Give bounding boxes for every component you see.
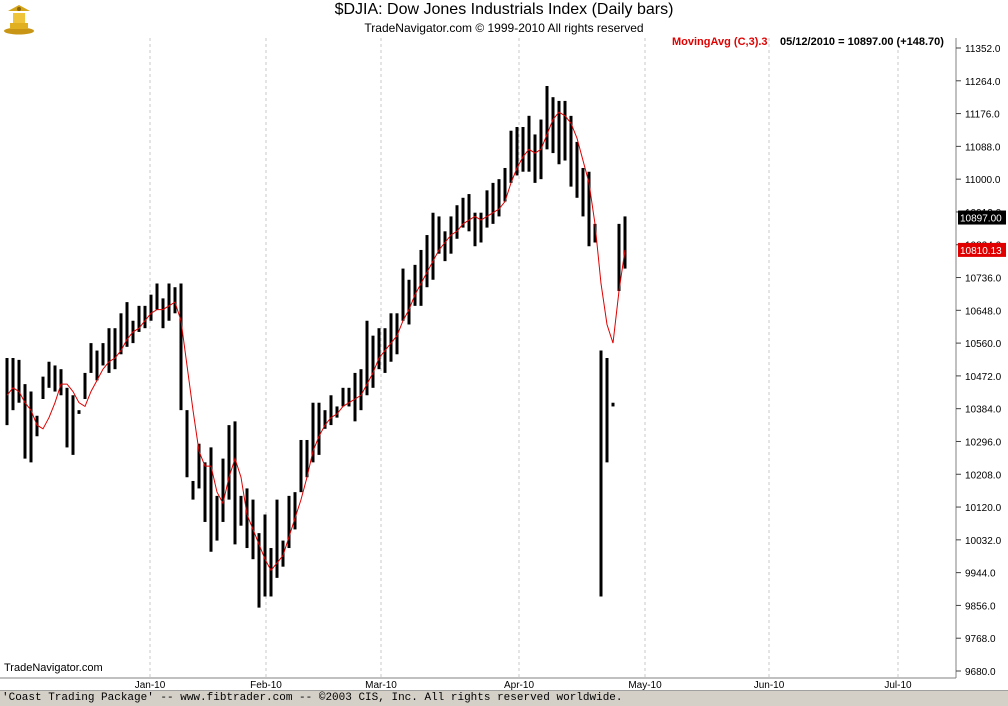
watermark-text: TradeNavigator.com: [4, 662, 103, 674]
y-tick-label: 10384.0: [965, 405, 1002, 416]
chart-title: $DJIA: Dow Jones Industrials Index (Dail…: [334, 1, 674, 18]
y-tick-label: 11000.0: [965, 175, 1001, 186]
y-tick-label: 11264.0: [965, 77, 1001, 88]
trader-logo-icon: [4, 5, 34, 35]
price-bars: [5, 86, 627, 608]
chart-header: $DJIA: Dow Jones Industrials Index (Dail…: [0, 0, 1008, 38]
y-tick-label: 9768.0: [965, 634, 996, 645]
moving-average-line: [6, 111, 626, 572]
x-tick-label: Apr-10: [504, 680, 534, 691]
y-tick-label: 10032.0: [965, 536, 1002, 547]
x-tick-label: Jul-10: [884, 680, 912, 691]
y-tick-label: 10472.0: [965, 372, 1002, 383]
ma-value-label: 10810.13: [960, 246, 1002, 257]
y-tick-label: 10560.0: [965, 339, 1002, 350]
y-tick-label: 10208.0: [965, 470, 1002, 481]
study-legend-value: 05/12/2010 = 10897.00 (+148.70): [780, 36, 944, 48]
y-tick-label: 10120.0: [965, 503, 1002, 514]
y-tick-label: 11176.0: [965, 110, 1000, 121]
y-axis-panel: [956, 38, 1008, 678]
y-tick-label: 9856.0: [965, 601, 996, 612]
grid: [149, 38, 899, 678]
y-tick-label: 10736.0: [965, 274, 1002, 285]
y-tick-label: 11352.0: [965, 44, 1001, 55]
y-tick-label: 10648.0: [965, 306, 1002, 317]
last-price-tag: 10897.00: [958, 210, 1006, 225]
y-tick-label: 9944.0: [965, 569, 996, 580]
y-tick-label: 9680.0: [965, 667, 996, 678]
last-price-label: 10897.00: [960, 214, 1002, 225]
x-tick-label: Mar-10: [365, 680, 397, 691]
ma-value-tag: 10810.13: [958, 242, 1006, 257]
x-tick-label: Feb-10: [250, 680, 282, 691]
y-tick-label: 10296.0: [965, 437, 1002, 448]
x-tick-label: May-10: [628, 680, 662, 691]
chart-subtitle: TradeNavigator.com © 1999-2010 All right…: [364, 21, 644, 35]
x-axis: Jan-10 Feb-10 Mar-10 Apr-10 May-10 Jun-10 Jul-…: [0, 677, 956, 691]
study-legend-label: MovingAvg (C,3).3: [672, 36, 768, 48]
x-tick-label: Jun-10: [754, 680, 785, 691]
y-tick-label: 11088.0: [965, 142, 1001, 153]
x-tick-label: Jan-10: [135, 680, 166, 691]
status-footer: 'Coast Trading Package' -- www.fibtrader…: [0, 690, 1008, 706]
